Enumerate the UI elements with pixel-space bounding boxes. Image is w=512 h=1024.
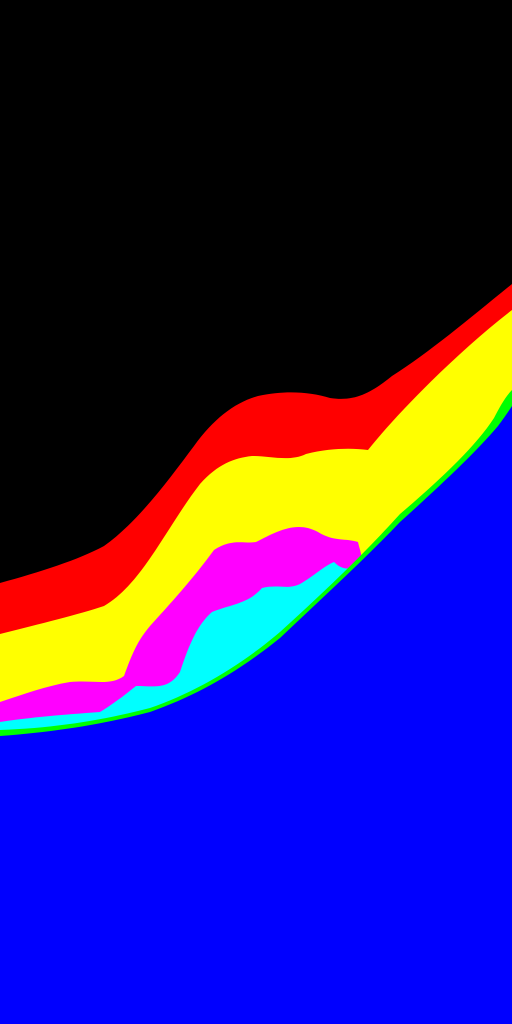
band-blue — [0, 406, 512, 1024]
